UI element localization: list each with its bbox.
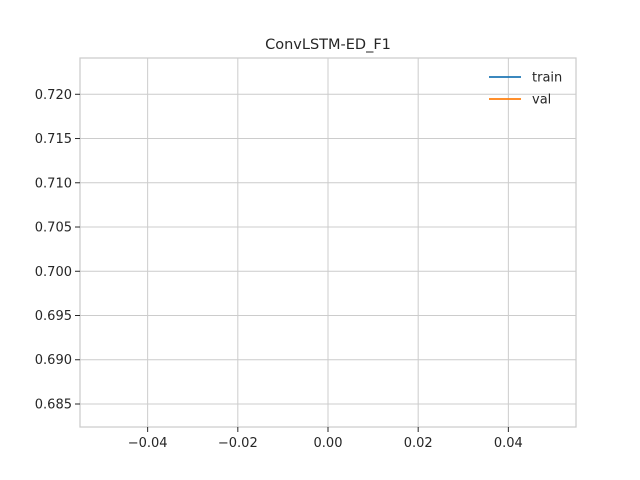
y-gridlines: [80, 93, 576, 405]
y-tick-label: 0.715: [35, 132, 72, 147]
y-tick-label: 0.720: [35, 88, 72, 103]
chart-title: ConvLSTM-ED_F1: [265, 37, 391, 53]
y-tick-label: 0.705: [35, 221, 72, 236]
y-axis: 0.685 0.690 0.695 0.700 0.705 0.710 0.715 0.720: [35, 88, 80, 412]
x-tick-label: 0.04: [494, 436, 523, 451]
x-tick-label: 0.00: [314, 436, 343, 451]
y-tick-label: 0.695: [35, 309, 72, 324]
y-tick-label: 0.690: [35, 353, 72, 368]
y-tick-label: 0.710: [35, 176, 72, 191]
legend: train val: [489, 71, 562, 108]
y-tick-label: 0.700: [35, 265, 72, 280]
legend-label-train: train: [532, 71, 562, 86]
legend-label-val: val: [532, 93, 551, 108]
x-tick-label: 0.02: [404, 436, 433, 451]
y-tick-label: 0.685: [35, 397, 72, 412]
x-tick-label: −0.02: [218, 436, 258, 451]
x-axis: −0.04 −0.02 0.00 0.02 0.04: [128, 427, 523, 451]
x-tick-label: −0.04: [128, 436, 168, 451]
x-gridlines: [147, 58, 509, 427]
